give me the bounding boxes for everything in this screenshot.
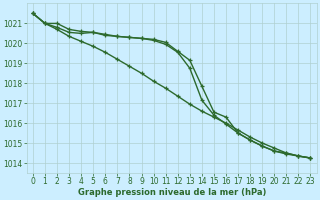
X-axis label: Graphe pression niveau de la mer (hPa): Graphe pression niveau de la mer (hPa) — [77, 188, 266, 197]
